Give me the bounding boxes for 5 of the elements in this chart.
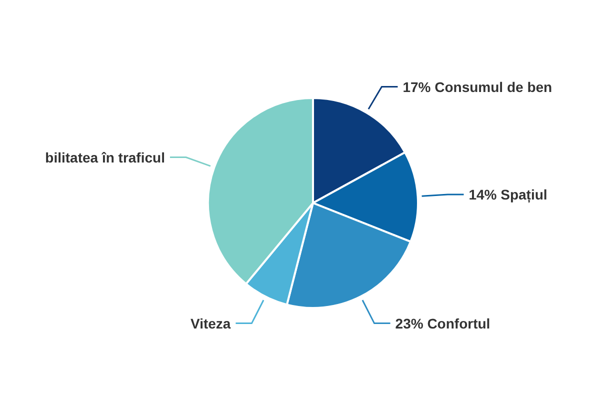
slice-label: bilitatea în traficul xyxy=(45,149,165,166)
slice-label: 14% Spațiul xyxy=(468,186,548,204)
slice-label: 23% Confortul xyxy=(395,315,490,332)
slice-label: Viteza xyxy=(190,315,231,332)
slice-label: 17% Consumul de ben xyxy=(402,78,552,95)
